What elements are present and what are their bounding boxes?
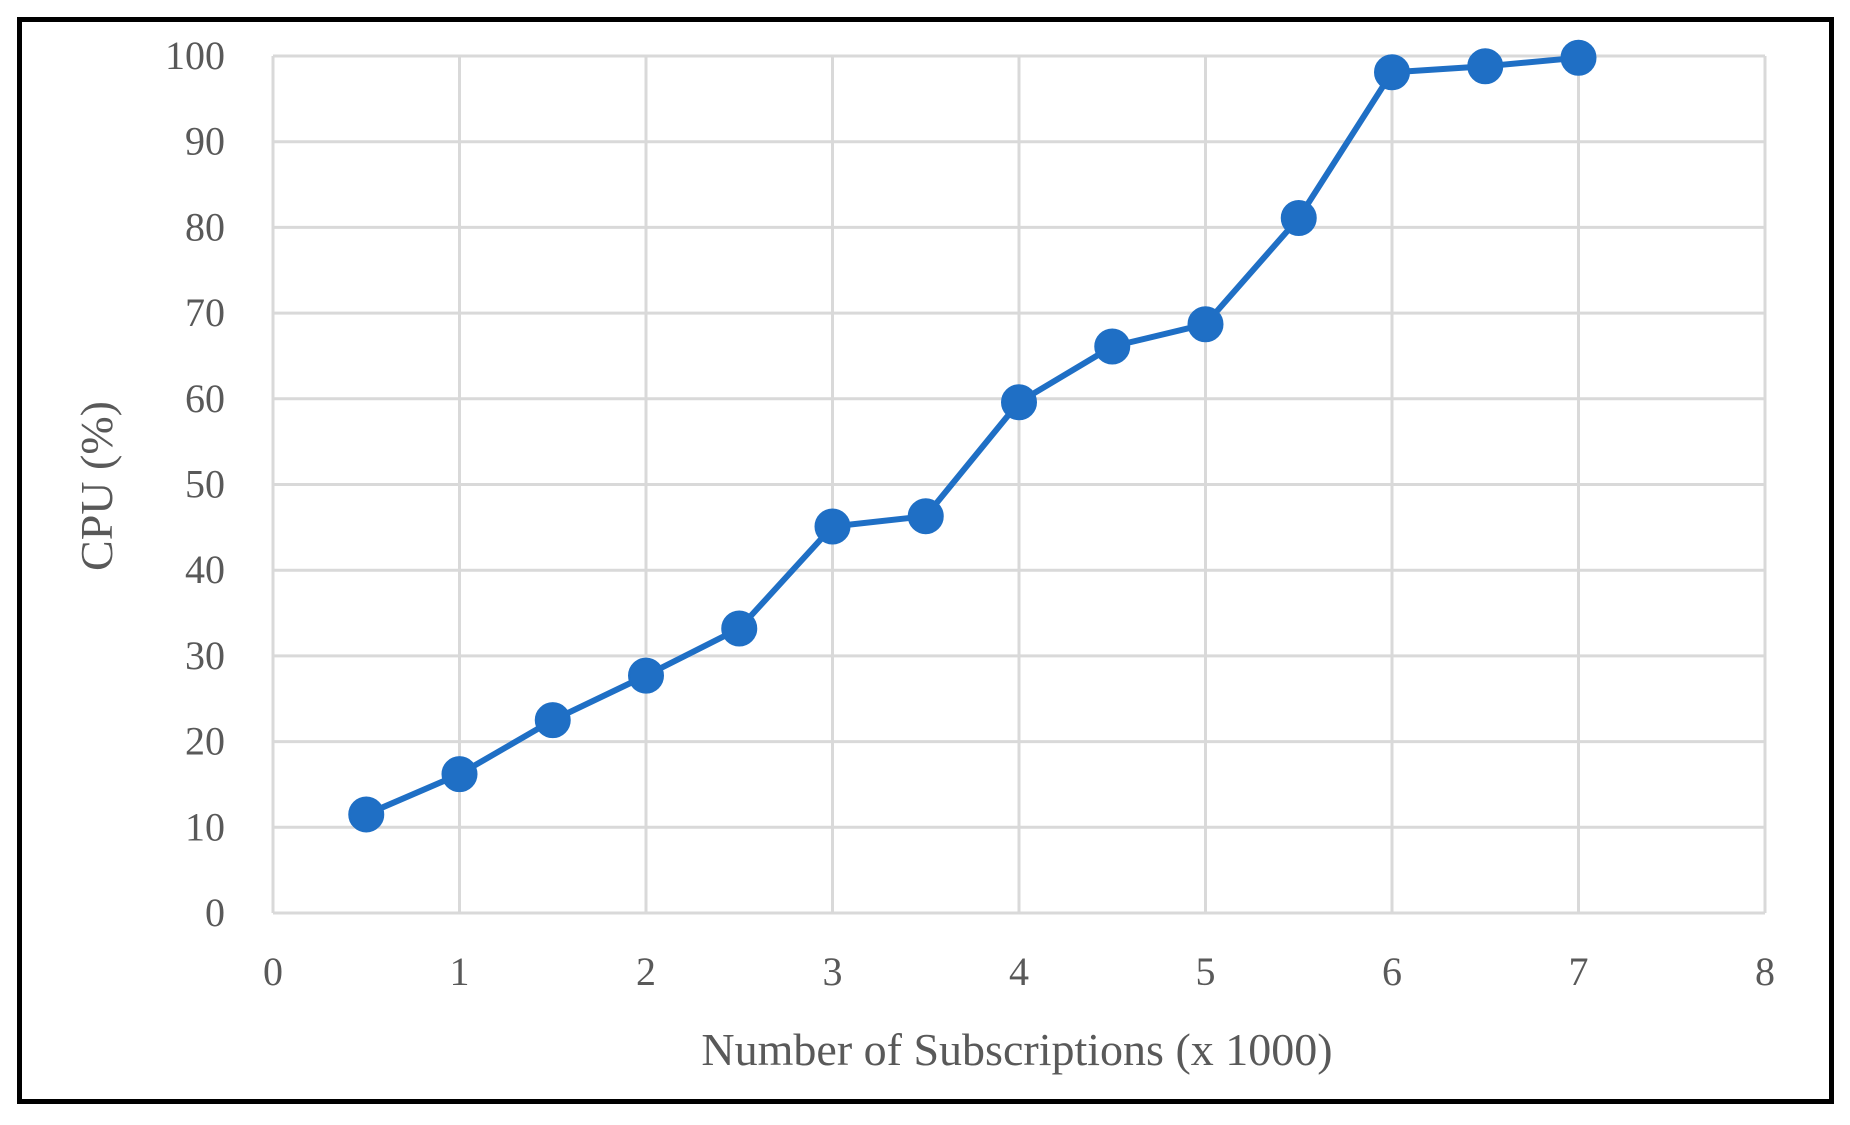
- x-tick-label: 1: [450, 949, 470, 994]
- x-tick-label: 2: [636, 949, 656, 994]
- data-point: [1467, 48, 1504, 85]
- x-axis-title: Number of Subscriptions (x 1000): [701, 1024, 1332, 1075]
- data-point: [534, 702, 571, 739]
- data-point: [441, 756, 478, 793]
- x-tick-label: 3: [823, 949, 843, 994]
- y-tick-label: 0: [205, 890, 225, 935]
- data-point: [1094, 328, 1131, 365]
- y-tick-label: 90: [185, 119, 225, 164]
- data-point: [628, 657, 664, 694]
- y-axis-ticks: 0 10 20 30 40 50 60 70 80 90 100: [165, 33, 225, 935]
- y-tick-label: 30: [185, 633, 225, 678]
- series-line: [365, 54, 1579, 818]
- data-point: [1280, 199, 1317, 236]
- x-tick-label: 7: [1569, 949, 1589, 994]
- y-tick-label: 40: [185, 547, 225, 592]
- y-tick-label: 100: [165, 33, 225, 78]
- y-tick-label: 50: [185, 462, 225, 507]
- data-point: [814, 508, 851, 545]
- y-tick-label: 20: [185, 719, 225, 764]
- data-point: [348, 796, 385, 833]
- y-tick-label: 10: [185, 804, 225, 849]
- x-tick-label: 0: [263, 949, 283, 994]
- x-axis-ticks: 0 1 2 3 4 5 6 7 8: [263, 949, 1775, 994]
- data-point: [721, 610, 758, 647]
- y-tick-label: 60: [185, 376, 225, 421]
- x-tick-label: 5: [1196, 949, 1216, 994]
- data-point: [907, 498, 944, 535]
- figure-frame: [17, 17, 1834, 1104]
- x-tick-label: 4: [1009, 949, 1029, 994]
- x-tick-label: 6: [1382, 949, 1402, 994]
- data-point: [1187, 306, 1224, 343]
- x-tick-label: 8: [1755, 949, 1775, 994]
- data-point: [1374, 54, 1410, 91]
- y-tick-label: 80: [185, 204, 225, 249]
- grid: [271, 54, 1767, 915]
- series-cpu: [348, 39, 1597, 833]
- y-axis-title: CPU (%): [71, 401, 122, 571]
- data-point: [1560, 39, 1597, 76]
- data-point: [1001, 384, 1037, 421]
- y-tick-label: 70: [185, 290, 225, 335]
